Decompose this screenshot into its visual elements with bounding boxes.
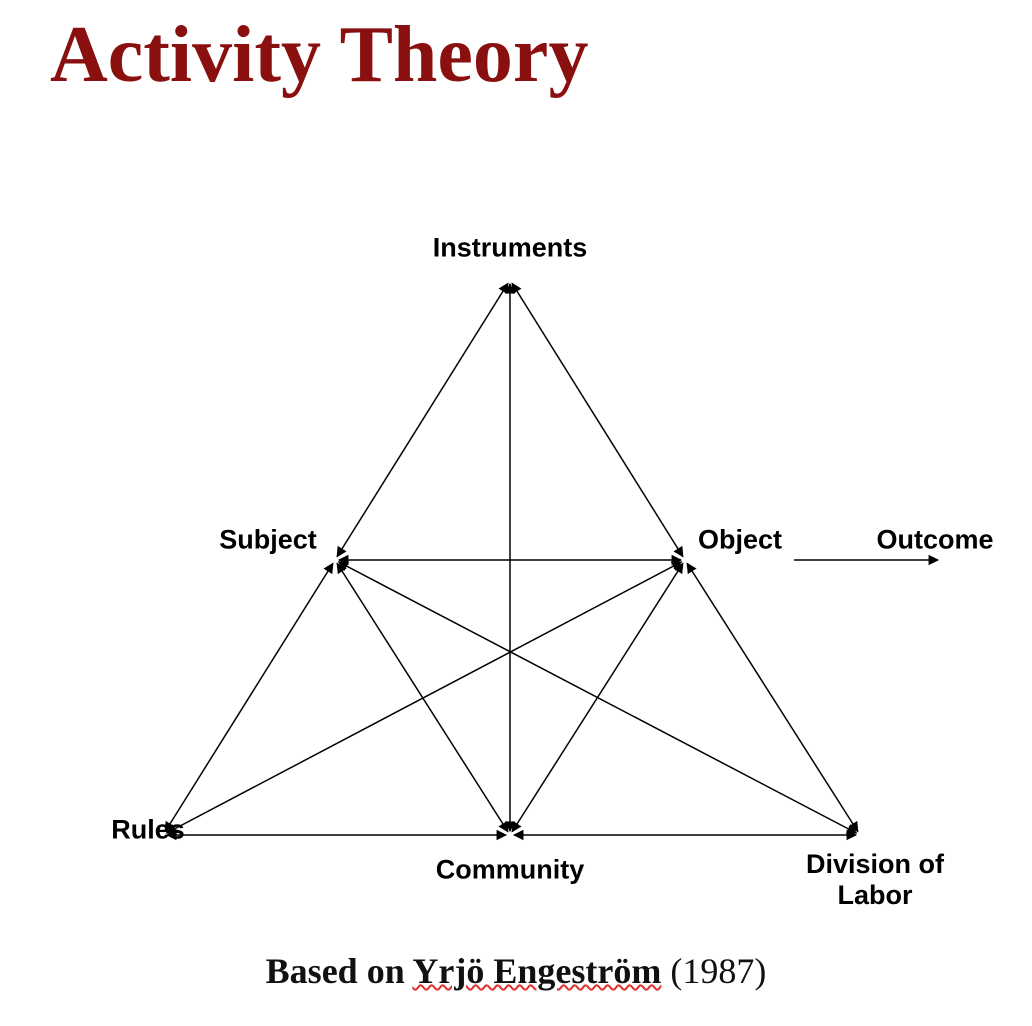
node-label-division: Division of Labor — [806, 849, 944, 911]
edge-object-division — [687, 563, 858, 831]
node-label-subject: Subject — [219, 525, 317, 556]
node-label-outcome: Outcome — [876, 525, 993, 556]
caption-year: (1987) — [661, 951, 766, 991]
caption-author: Yrjö Engeström — [412, 951, 661, 991]
edges-group — [165, 283, 938, 835]
node-label-rules: Rules — [111, 815, 185, 846]
caption: Based on Yrjö Engeström (1987) — [0, 950, 1032, 992]
edge-instruments-subject — [337, 283, 508, 556]
edge-object-community — [512, 563, 683, 831]
edge-subject-rules — [165, 563, 333, 831]
edge-object-rules — [167, 562, 682, 833]
edge-instruments-object — [512, 283, 683, 556]
node-label-instruments: Instruments — [433, 233, 588, 264]
node-label-object: Object — [698, 525, 782, 556]
page-root: Activity Theory InstrumentsSubjectObject… — [0, 0, 1032, 1026]
node-label-community: Community — [436, 855, 585, 886]
caption-prefix: Based on — [266, 951, 413, 991]
